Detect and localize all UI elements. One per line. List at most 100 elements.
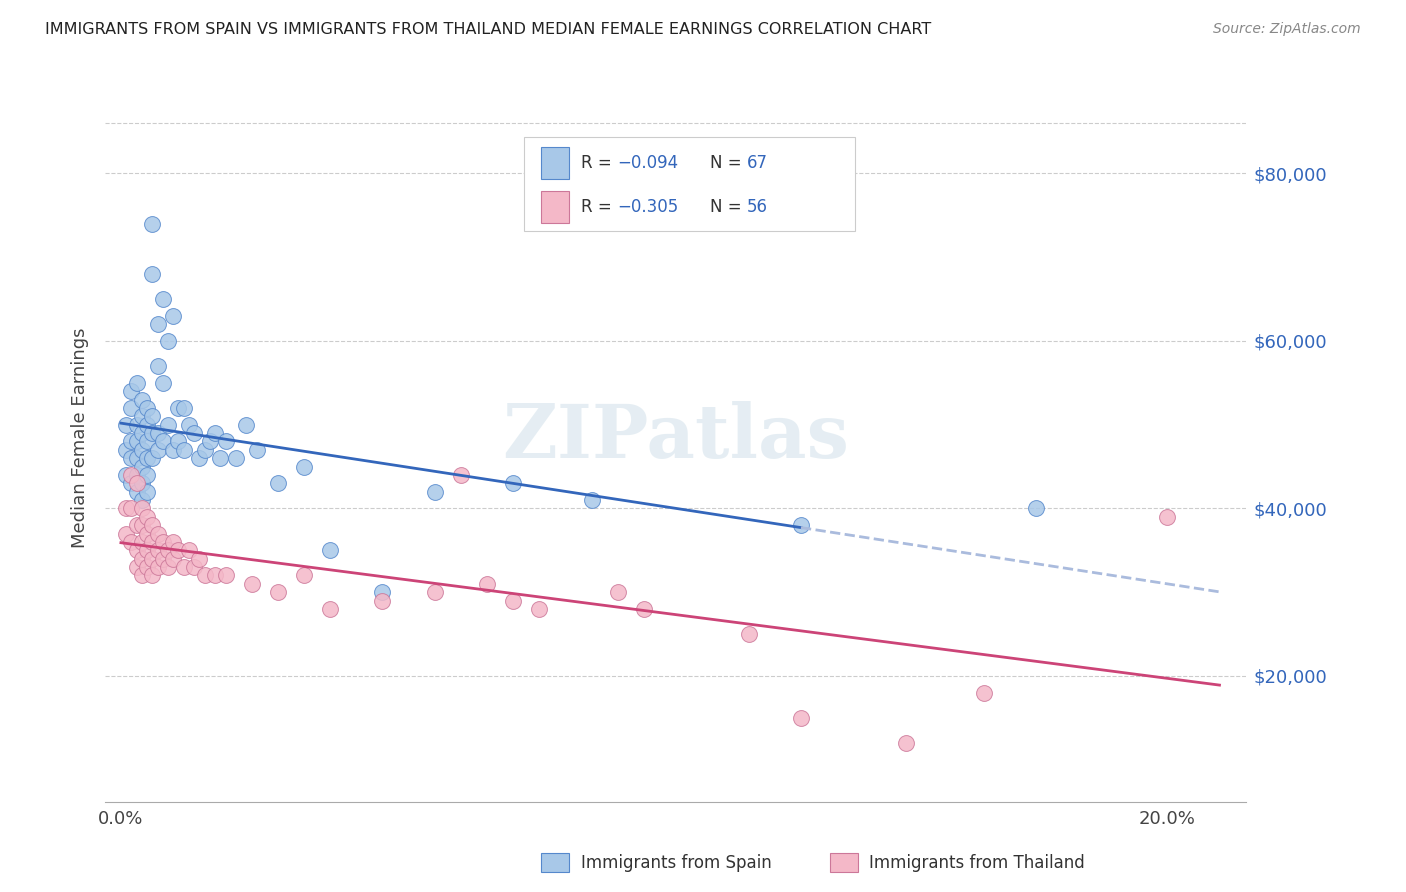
Point: [292, 459, 315, 474]
Point: [188, 451, 211, 466]
Point: [156, 560, 179, 574]
Point: [125, 434, 148, 449]
Point: [141, 568, 163, 582]
Point: [146, 442, 169, 457]
Point: [115, 501, 138, 516]
Point: [423, 484, 446, 499]
Point: [141, 518, 163, 533]
Point: [120, 476, 142, 491]
Point: [423, 585, 446, 599]
Point: [152, 535, 174, 549]
Text: −0.305: −0.305: [617, 198, 679, 216]
Point: [136, 509, 159, 524]
Point: [125, 560, 148, 574]
Point: [152, 376, 174, 390]
Point: [141, 551, 163, 566]
Point: [204, 568, 226, 582]
Text: −0.094: −0.094: [617, 154, 678, 172]
Point: [136, 526, 159, 541]
Point: [125, 484, 148, 499]
Point: [209, 451, 232, 466]
Point: [131, 551, 153, 566]
Point: [606, 585, 628, 599]
Point: [125, 476, 148, 491]
Point: [141, 426, 163, 441]
Point: [131, 535, 153, 549]
Text: R =: R =: [581, 154, 617, 172]
Point: [183, 426, 205, 441]
Point: [136, 417, 159, 432]
Point: [173, 560, 195, 574]
Point: [156, 543, 179, 558]
Point: [319, 543, 342, 558]
Point: [240, 577, 263, 591]
Point: [790, 518, 813, 533]
Point: [246, 442, 269, 457]
Point: [183, 560, 205, 574]
Point: [790, 711, 813, 725]
Point: [131, 493, 153, 508]
Point: [167, 401, 190, 415]
Point: [115, 526, 138, 541]
Point: [125, 451, 148, 466]
Point: [146, 426, 169, 441]
Point: [131, 442, 153, 457]
Text: 56: 56: [747, 198, 768, 216]
Point: [162, 551, 184, 566]
Point: [167, 543, 190, 558]
Point: [156, 334, 179, 348]
Point: [141, 535, 163, 549]
Point: [737, 627, 759, 641]
Point: [146, 359, 169, 373]
Point: [152, 292, 174, 306]
Point: [581, 493, 603, 508]
Point: [115, 417, 138, 432]
Point: [136, 467, 159, 482]
Point: [267, 476, 290, 491]
Point: [502, 476, 524, 491]
Point: [115, 467, 138, 482]
Point: [136, 560, 159, 574]
Point: [633, 602, 655, 616]
Point: [204, 426, 226, 441]
Point: [450, 467, 472, 482]
Point: [152, 551, 174, 566]
Point: [136, 484, 159, 499]
Point: [188, 551, 211, 566]
Point: [371, 593, 394, 607]
Point: [131, 426, 153, 441]
Text: Immigrants from Thailand: Immigrants from Thailand: [869, 854, 1084, 871]
Point: [156, 417, 179, 432]
Point: [120, 501, 142, 516]
Point: [214, 568, 236, 582]
Point: [125, 518, 148, 533]
Point: [136, 401, 159, 415]
Point: [141, 267, 163, 281]
Point: [131, 501, 153, 516]
Text: R =: R =: [581, 198, 617, 216]
Point: [529, 602, 551, 616]
Text: Source: ZipAtlas.com: Source: ZipAtlas.com: [1213, 22, 1361, 37]
Point: [173, 442, 195, 457]
Point: [136, 434, 159, 449]
Text: N =: N =: [710, 198, 747, 216]
Point: [167, 434, 190, 449]
Point: [136, 451, 159, 466]
Point: [131, 568, 153, 582]
Point: [198, 434, 221, 449]
Point: [131, 392, 153, 407]
Point: [146, 526, 169, 541]
Point: [125, 543, 148, 558]
Point: [146, 317, 169, 331]
Point: [194, 568, 217, 582]
Point: [194, 442, 217, 457]
Text: IMMIGRANTS FROM SPAIN VS IMMIGRANTS FROM THAILAND MEDIAN FEMALE EARNINGS CORRELA: IMMIGRANTS FROM SPAIN VS IMMIGRANTS FROM…: [45, 22, 931, 37]
Point: [214, 434, 236, 449]
Point: [973, 686, 995, 700]
Point: [267, 585, 290, 599]
Point: [319, 602, 342, 616]
Point: [177, 543, 200, 558]
Point: [125, 467, 148, 482]
Point: [162, 535, 184, 549]
Point: [162, 442, 184, 457]
